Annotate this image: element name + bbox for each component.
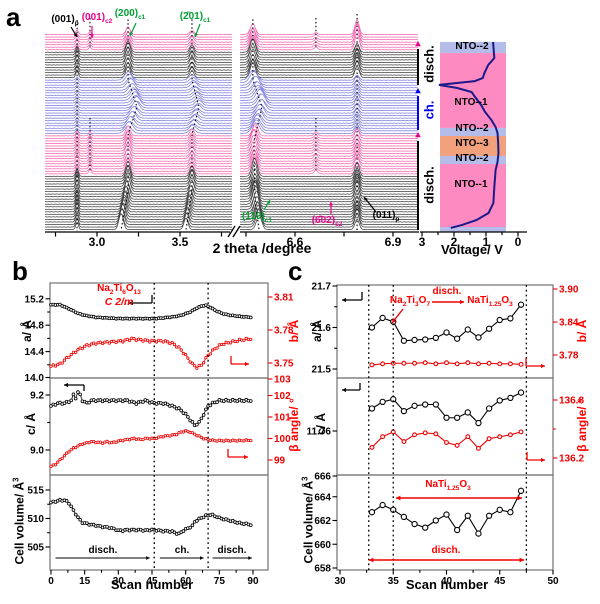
svg-text:0: 0 bbox=[48, 576, 54, 587]
svg-text:15: 15 bbox=[79, 576, 91, 587]
c-formula-end: NaTi1.25O3 bbox=[467, 295, 513, 308]
svg-text:21.7: 21.7 bbox=[312, 282, 332, 293]
peak-label-001c2: (001)c2 bbox=[81, 12, 113, 25]
svg-text:45: 45 bbox=[494, 576, 506, 587]
b-region-disch-1: disch. bbox=[88, 545, 118, 556]
b-axis-c-label: c/ Å bbox=[24, 412, 38, 436]
space-group-label: C 2/m bbox=[104, 296, 134, 308]
c-xaxis-label: Scan number bbox=[405, 577, 489, 592]
c-axis-volume-label: Cell volume/ Å3 bbox=[300, 476, 316, 564]
svg-text:515: 515 bbox=[27, 486, 44, 497]
svg-text:666: 666 bbox=[314, 472, 331, 483]
svg-text:3.75: 3.75 bbox=[274, 359, 294, 370]
b-axis-a-label: a/ Å bbox=[20, 319, 34, 343]
svg-text:9.2: 9.2 bbox=[30, 391, 44, 402]
c-disch-annotation: disch. bbox=[432, 286, 462, 297]
two-theta-axis-label: 2 theta /degree bbox=[212, 240, 312, 256]
phase-formula-b: Na2Ti6O13 bbox=[97, 283, 141, 296]
svg-text:136.8: 136.8 bbox=[559, 395, 584, 406]
svg-text:3.5: 3.5 bbox=[172, 235, 189, 249]
b-axis-volume-label: Cell volume/ Å3 bbox=[11, 477, 27, 565]
svg-text:0: 0 bbox=[515, 235, 522, 249]
svg-text:3.0: 3.0 bbox=[89, 235, 106, 249]
svg-text:21.6: 21.6 bbox=[312, 323, 332, 334]
svg-text:30: 30 bbox=[113, 576, 125, 587]
svg-text:40: 40 bbox=[441, 576, 453, 587]
panel-c-label: c bbox=[288, 256, 303, 286]
svg-text:136.2: 136.2 bbox=[559, 454, 584, 465]
svg-text:90: 90 bbox=[247, 576, 259, 587]
svg-text:103: 103 bbox=[274, 375, 291, 386]
peak-label-602c2: (6̄02)c2 bbox=[311, 215, 343, 228]
b-axis-b-label: b/ Å bbox=[287, 319, 301, 343]
b-region-ch: ch. bbox=[174, 545, 190, 556]
panel-b-label: b bbox=[12, 256, 28, 286]
svg-text:9.0: 9.0 bbox=[30, 446, 44, 457]
svg-text:45: 45 bbox=[146, 576, 158, 587]
svg-text:102: 102 bbox=[274, 391, 291, 402]
svg-text:11.76: 11.76 bbox=[307, 427, 332, 438]
svg-text:30: 30 bbox=[334, 576, 346, 587]
svg-text:3.81: 3.81 bbox=[274, 293, 294, 304]
c-axis-a-label: a/ Å bbox=[310, 319, 324, 343]
c-bottom-disch: disch. bbox=[431, 545, 461, 556]
b-xaxis-label: Scan number bbox=[110, 577, 194, 592]
c-axis-beta-label: β angle/ ° bbox=[575, 398, 589, 452]
svg-text:101: 101 bbox=[274, 413, 291, 424]
svg-text:60: 60 bbox=[180, 576, 192, 587]
svg-text:660: 660 bbox=[314, 540, 331, 551]
svg-text:99: 99 bbox=[274, 456, 286, 467]
svg-text:3.78: 3.78 bbox=[559, 351, 579, 362]
phase-label-nto2-1: NTO--2 bbox=[455, 40, 489, 52]
c-axis-c-label: c/ Å bbox=[314, 412, 328, 436]
svg-text:662: 662 bbox=[314, 516, 331, 527]
svg-text:14.8: 14.8 bbox=[25, 321, 45, 332]
peak-label-201c1: (2̄01)c1 bbox=[179, 11, 211, 24]
svg-text:35: 35 bbox=[388, 576, 400, 587]
svg-text:6.6: 6.6 bbox=[287, 235, 304, 249]
phase-label-nto2-3: NTO--2 bbox=[455, 152, 489, 164]
phase-label-nto3: NTO--3 bbox=[455, 138, 489, 149]
charge-label: ch. bbox=[421, 100, 437, 120]
svg-text:14.0: 14.0 bbox=[25, 373, 45, 384]
peak-label-001p: (001)p bbox=[51, 14, 79, 27]
svg-text:14.4: 14.4 bbox=[25, 347, 45, 358]
svg-text:50: 50 bbox=[547, 576, 559, 587]
c-bottom-formula: NaTi1.25O3 bbox=[425, 479, 471, 492]
discharge-label-top: disch. bbox=[421, 45, 437, 83]
svg-text:3.78: 3.78 bbox=[274, 326, 294, 337]
panel-a-label: a bbox=[6, 2, 21, 32]
phase-label-nto1-1: NTO--1 bbox=[454, 97, 488, 108]
peak-label-011p: (011)p bbox=[372, 210, 400, 223]
b-region-disch-2: disch. bbox=[217, 545, 247, 556]
discharge-label-bottom: disch. bbox=[421, 166, 437, 204]
svg-text:21.5: 21.5 bbox=[312, 365, 332, 376]
phase-label-nto1-2: NTO--1 bbox=[454, 179, 488, 190]
svg-text:3.90: 3.90 bbox=[559, 285, 579, 296]
svg-text:505: 505 bbox=[27, 543, 44, 554]
peak-label-110c1: (110)c1 bbox=[241, 211, 273, 224]
peak-label-200c1: (200)c1 bbox=[114, 8, 146, 21]
svg-text:75: 75 bbox=[214, 576, 226, 587]
svg-text:664: 664 bbox=[314, 492, 331, 503]
svg-text:3: 3 bbox=[419, 235, 426, 249]
svg-text:100: 100 bbox=[274, 434, 291, 445]
svg-text:2: 2 bbox=[451, 235, 458, 249]
svg-text:658: 658 bbox=[314, 564, 331, 575]
b-axis-beta-label: β angle/ ° bbox=[287, 398, 301, 452]
phase-label-nto2-2: NTO--2 bbox=[455, 123, 489, 134]
c-axis-b-label: b/ Å bbox=[575, 319, 589, 343]
c-formula-start: Na2Ti3O7 bbox=[389, 295, 431, 308]
svg-text:3.84: 3.84 bbox=[559, 318, 579, 329]
svg-text:1: 1 bbox=[483, 235, 490, 249]
svg-text:15.2: 15.2 bbox=[25, 294, 45, 305]
svg-text:6.9: 6.9 bbox=[385, 235, 402, 249]
svg-text:510: 510 bbox=[27, 514, 44, 525]
voltage-axis-label: Voltage/ V bbox=[441, 242, 503, 257]
